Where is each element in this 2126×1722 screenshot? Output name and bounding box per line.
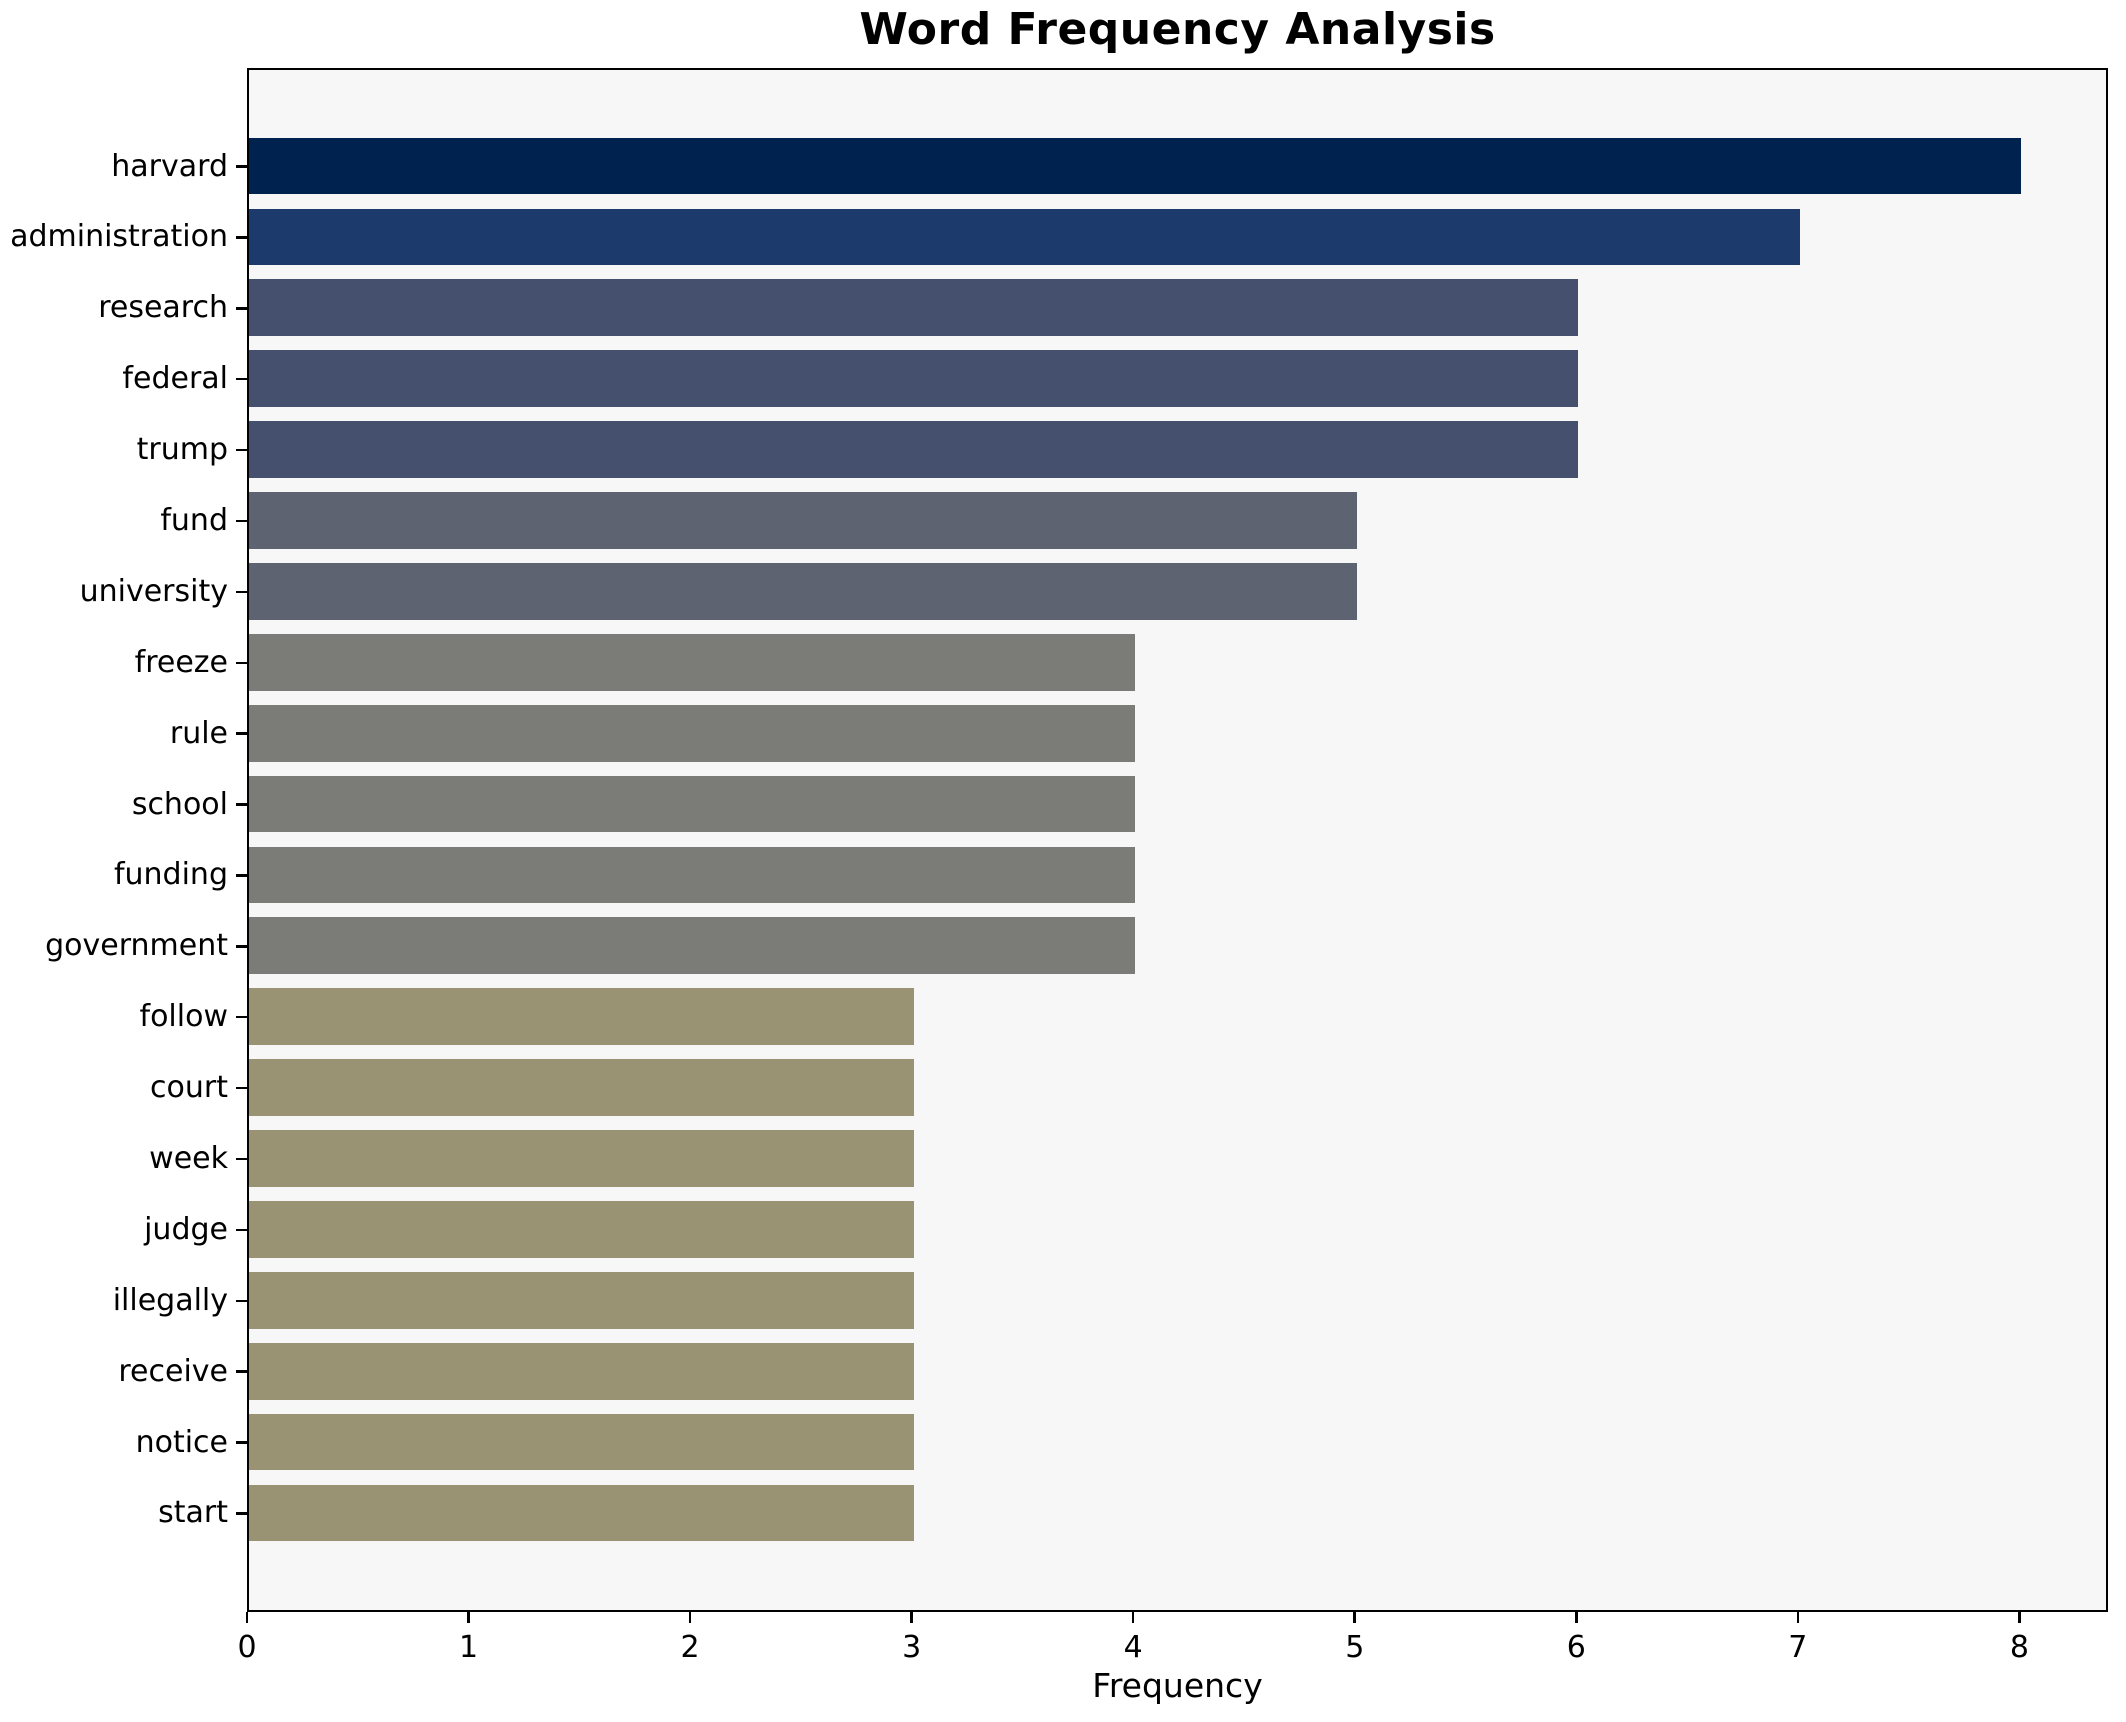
y-tick-mark xyxy=(236,661,247,665)
x-tick-mark xyxy=(1131,1612,1135,1623)
y-tick-mark xyxy=(236,1015,247,1019)
y-tick-label-illegally: illegally xyxy=(112,1282,228,1318)
x-tick-mark xyxy=(1796,1612,1800,1623)
plot-area xyxy=(247,68,2108,1612)
y-tick-mark xyxy=(236,945,247,948)
bar-notice xyxy=(249,1413,914,1471)
bar-week xyxy=(249,1130,914,1187)
chart-title: Word Frequency Analysis xyxy=(859,4,1496,55)
y-tick-mark xyxy=(236,803,247,806)
bar-judge xyxy=(249,1201,914,1258)
x-tick-label-0: 0 xyxy=(237,1630,257,1665)
x-tick-label-4: 4 xyxy=(1123,1630,1143,1665)
y-tick-mark xyxy=(236,448,247,452)
y-tick-label-research: research xyxy=(98,290,228,326)
y-tick-mark xyxy=(236,1370,247,1373)
bar-trump xyxy=(249,421,1579,478)
y-tick-mark xyxy=(236,165,247,168)
y-tick-label-trump: trump xyxy=(136,432,228,468)
bar-rule xyxy=(249,704,1136,762)
y-tick-mark xyxy=(236,1441,247,1444)
y-tick-label-court: court xyxy=(150,1070,228,1106)
y-tick-label-freeze: freeze xyxy=(134,644,228,680)
y-tick-mark xyxy=(236,590,247,594)
y-tick-mark xyxy=(236,1299,247,1303)
y-tick-label-notice: notice xyxy=(135,1424,228,1460)
y-tick-mark xyxy=(236,874,247,877)
y-tick-mark xyxy=(236,236,247,239)
x-tick-mark xyxy=(1353,1612,1356,1623)
y-tick-label-follow: follow xyxy=(139,999,228,1035)
bar-fund xyxy=(249,492,1357,549)
x-tick-mark xyxy=(1575,1612,1578,1623)
x-tick-mark xyxy=(467,1612,470,1623)
x-tick-label-1: 1 xyxy=(459,1630,479,1665)
bar-receive xyxy=(249,1342,914,1400)
y-tick-mark xyxy=(236,377,247,381)
x-tick-label-2: 2 xyxy=(680,1630,700,1665)
bar-government xyxy=(249,917,1136,975)
y-tick-label-week: week xyxy=(149,1141,228,1176)
x-tick-mark xyxy=(245,1612,249,1623)
x-tick-label-3: 3 xyxy=(902,1630,922,1665)
y-tick-label-government: government xyxy=(45,928,228,964)
y-tick-mark xyxy=(236,1228,247,1232)
bar-federal xyxy=(249,350,1579,408)
y-tick-mark xyxy=(236,1157,247,1161)
y-tick-label-start: start xyxy=(158,1495,228,1531)
x-axis-title: Frequency xyxy=(1092,1666,1263,1705)
x-tick-label-8: 8 xyxy=(2009,1630,2029,1665)
y-tick-mark xyxy=(236,732,247,735)
y-tick-label-school: school xyxy=(131,786,228,822)
bar-court xyxy=(249,1059,914,1116)
bar-funding xyxy=(249,846,1136,904)
y-tick-label-federal: federal xyxy=(122,361,228,397)
y-tick-label-university: university xyxy=(79,573,228,609)
y-tick-label-judge: judge xyxy=(144,1211,228,1247)
bar-harvard xyxy=(249,137,2022,195)
y-tick-mark xyxy=(236,519,247,523)
x-tick-mark xyxy=(2018,1612,2021,1623)
y-tick-label-administration: administration xyxy=(10,219,228,255)
x-tick-mark xyxy=(688,1612,692,1623)
y-tick-label-rule: rule xyxy=(169,715,228,751)
x-tick-label-5: 5 xyxy=(1345,1630,1365,1665)
x-tick-label-7: 7 xyxy=(1788,1630,1808,1665)
bar-research xyxy=(249,279,1579,337)
x-tick-mark xyxy=(910,1612,913,1623)
x-tick-label-6: 6 xyxy=(1566,1630,1586,1665)
bar-start xyxy=(249,1484,914,1542)
y-tick-label-harvard: harvard xyxy=(111,148,228,184)
bar-university xyxy=(249,563,1357,620)
y-tick-label-funding: funding xyxy=(113,857,228,893)
y-tick-label-fund: fund xyxy=(160,502,228,538)
bar-illegally xyxy=(249,1271,914,1329)
bar-follow xyxy=(249,988,914,1046)
y-tick-mark xyxy=(236,307,247,310)
y-tick-label-receive: receive xyxy=(118,1353,228,1389)
y-tick-mark xyxy=(236,1086,247,1090)
bar-freeze xyxy=(249,633,1136,691)
bar-school xyxy=(249,775,1136,833)
bar-administration xyxy=(249,208,1800,266)
y-tick-mark xyxy=(236,1512,247,1515)
